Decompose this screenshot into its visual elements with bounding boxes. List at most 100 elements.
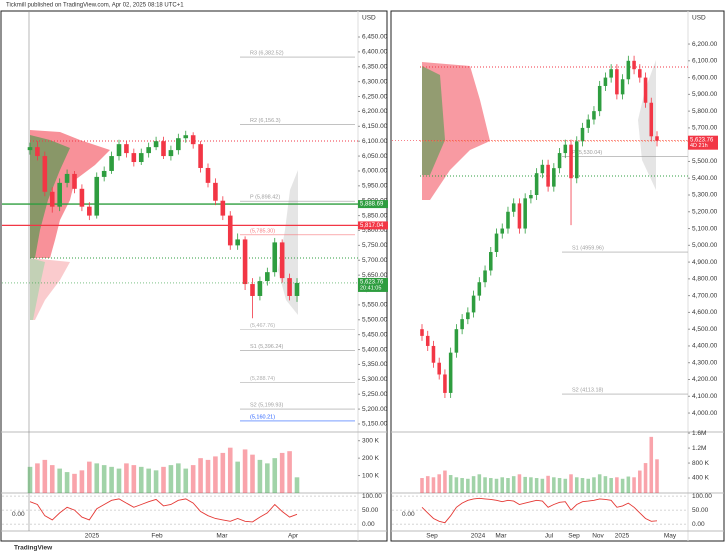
candle-body [620, 79, 625, 95]
pivot-label: (5,160.21) [250, 414, 275, 420]
time-label: Apr [288, 533, 299, 540]
candle-body [552, 168, 556, 187]
candle-body [161, 141, 166, 157]
candle-body [49, 191, 55, 207]
volume-bar [183, 468, 189, 493]
volume-bar [42, 459, 48, 493]
volume-bar [272, 458, 278, 493]
pivot-label: S2 (4113.18) [572, 388, 604, 394]
y-tick-label: 4,300.00 [692, 359, 718, 366]
pivot-label: S1 (4959.96) [572, 245, 604, 251]
volume-bar [425, 476, 430, 493]
volume-bar [138, 466, 144, 493]
volume-bar [131, 465, 137, 493]
volume-bar [580, 478, 585, 493]
vol-tick-label: 1.2M [692, 445, 706, 452]
volume-bar [27, 466, 33, 493]
candle-body [609, 69, 613, 78]
candle-body [448, 352, 453, 393]
time-label: 2024 [471, 533, 486, 540]
candle-body [124, 144, 129, 154]
y-tick-label: 6,350.00 [362, 63, 388, 70]
y-tick-label: 5,700.00 [362, 257, 388, 264]
y-tick-label: 5,900.00 [692, 91, 718, 98]
y-tick-label: 5,450.00 [362, 331, 388, 338]
time-label: Mar [216, 533, 228, 540]
volume-bar [257, 459, 263, 493]
volume-bar [454, 477, 459, 493]
y-tick-label: 6,100.00 [362, 138, 388, 145]
currency-label: USD [362, 15, 376, 22]
oscillator-line [29, 498, 298, 523]
candle-body [227, 215, 233, 246]
candle-body [153, 141, 159, 148]
candle-body [242, 239, 248, 285]
volume-bar [586, 478, 590, 493]
candle-body [183, 135, 189, 139]
y-tick-label: 5,850.00 [362, 212, 388, 219]
y-tick-label: 6,000.00 [692, 74, 718, 81]
volume-bar [242, 449, 248, 493]
header: Tickmill published on TradingView.com, A… [6, 3, 184, 9]
y-tick-label: 6,250.00 [362, 93, 388, 100]
candle-body [557, 153, 562, 169]
volume-bar [227, 447, 233, 493]
osc-side-label: 0.00 [12, 511, 25, 518]
volume-bar [235, 461, 240, 493]
candle-body [655, 136, 659, 141]
time-label: Nov [592, 533, 604, 540]
y-tick-label: 5,700.00 [692, 125, 718, 132]
volume-profile [422, 66, 445, 175]
footer-logo: TradingView [14, 545, 53, 552]
pivot-label: (5,785.30) [250, 228, 275, 234]
volume-bar [477, 474, 482, 493]
volume-bar [552, 477, 556, 493]
volume-bar [101, 465, 107, 493]
osc-tick-label: 100.00 [692, 493, 712, 500]
candle-body [64, 173, 70, 183]
y-tick-label: 5,950.00 [362, 183, 388, 190]
time-label: 2025 [615, 533, 630, 540]
y-tick-label: 5,500.00 [362, 317, 388, 324]
volume-bar [79, 470, 85, 493]
volume-bar [540, 478, 545, 493]
candle-body [425, 335, 430, 346]
candle-body [109, 156, 114, 171]
candle-body [250, 284, 255, 296]
pivot-label: (5,467.76) [250, 323, 275, 329]
osc-tick-label: 100.00 [362, 493, 382, 500]
volume-profile [638, 60, 656, 190]
candle-body [437, 362, 441, 375]
last-price: 5,623.76 [690, 137, 714, 143]
time-label: Sep [568, 533, 580, 540]
price-tag-label: 5,888.69 [360, 202, 384, 208]
candle-body [466, 312, 470, 320]
pivot-label: S1 (5,396.24) [250, 344, 283, 350]
candle-body [477, 282, 482, 296]
volume-bar [632, 477, 636, 493]
time-label: Jul [545, 533, 554, 540]
y-tick-label: 4,400.00 [692, 343, 718, 350]
candle-body [603, 77, 608, 86]
price-tag [358, 221, 388, 230]
volume-bar [220, 452, 226, 493]
candle-body [138, 153, 144, 163]
candle-body [649, 102, 654, 137]
candle-body [574, 141, 579, 179]
osc-tick-label: 50.00 [692, 507, 709, 514]
y-tick-label: 5,100.00 [692, 225, 718, 232]
y-tick-label: 4,700.00 [692, 292, 718, 299]
y-tick-label: 6,450.00 [362, 34, 388, 41]
volume-bar [534, 478, 539, 493]
vol-tick-label: 1.6M [692, 430, 706, 437]
candle-body [506, 211, 510, 229]
candle-body [580, 127, 585, 142]
time-label: Sep [426, 533, 438, 540]
y-tick-label: 6,100.00 [692, 58, 718, 65]
volume-bar [649, 436, 654, 493]
osc-tick-label: 50.00 [362, 507, 379, 514]
volume-bar [57, 468, 62, 493]
candle-body [235, 239, 240, 246]
candle-body [540, 164, 545, 174]
